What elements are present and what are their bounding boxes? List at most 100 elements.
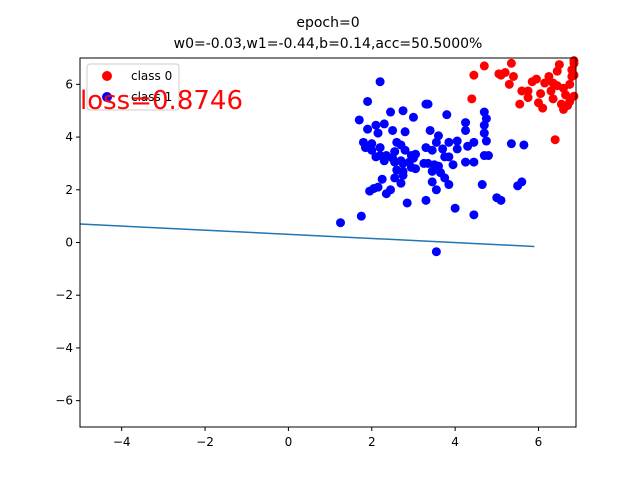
scatter-point-class-1: [444, 137, 454, 147]
scatter-point-class-1: [371, 152, 381, 162]
x-tick-label: 6: [535, 435, 543, 449]
y-tick-label: 0: [65, 236, 73, 250]
scatter-point-class-1: [396, 178, 406, 188]
y-tick-label: −4: [55, 341, 73, 355]
scatter-point-class-1: [381, 189, 391, 199]
scatter-point-class-1: [386, 107, 396, 117]
y-tick-label: −2: [55, 288, 73, 302]
plot-area: [79, 56, 579, 257]
loss-annotation: loss=0.8746: [80, 86, 243, 116]
scatter-point-class-1: [479, 128, 489, 138]
scatter-point-class-1: [400, 127, 410, 137]
scatter-point-class-1: [411, 164, 421, 174]
scatter-point-class-1: [358, 137, 368, 147]
scatter-point-class-0: [569, 91, 579, 101]
scatter-point-class-1: [469, 137, 479, 147]
scatter-point-class-1: [419, 158, 429, 168]
legend-marker-class-1: [102, 92, 112, 102]
scatter-point-class-0: [517, 86, 527, 96]
scatter-point-class-0: [569, 70, 579, 80]
scatter-point-class-1: [469, 157, 479, 167]
scatter-point-class-1: [440, 173, 450, 183]
scatter-point-class-1: [461, 118, 471, 128]
scatter-point-class-1: [388, 125, 398, 135]
scatter-point-class-0: [523, 93, 533, 103]
scatter-point-class-0: [515, 99, 525, 109]
scatter-point-class-0: [506, 58, 516, 68]
scatter-point-class-1: [427, 166, 437, 176]
scatter-point-class-1: [400, 145, 410, 155]
scatter-point-class-1: [461, 157, 471, 167]
x-axis: −4 −2 0 2 4 6: [113, 427, 542, 449]
scatter-point-class-1: [483, 151, 493, 161]
decision-boundary-line: [79, 223, 535, 248]
scatter-point-class-0: [569, 58, 579, 68]
scatter-point-class-1: [421, 195, 431, 205]
scatter-point-class-1: [375, 143, 385, 153]
scatter-point-class-0: [479, 61, 489, 71]
scatter-point-class-1: [375, 77, 385, 87]
scatter-point-class-1: [408, 112, 418, 122]
scatter-point-class-0: [469, 70, 479, 80]
scatter-point-class-1: [461, 125, 471, 135]
scatter-point-class-0: [536, 89, 546, 99]
scatter-point-class-1: [481, 136, 491, 146]
scatter-point-class-1: [398, 170, 408, 180]
scatter-point-class-1: [452, 136, 462, 146]
legend-marker-class-0: [102, 71, 112, 81]
chart-title: epoch=0: [296, 15, 359, 31]
scatter-point-class-1: [421, 143, 431, 153]
scatter-point-class-1: [479, 120, 489, 130]
scatter-point-class-0: [550, 135, 560, 145]
scatter-point-class-1: [373, 128, 383, 138]
scatter-point-class-0: [531, 74, 541, 84]
scatter-point-class-1: [452, 144, 462, 154]
y-tick-label: 6: [65, 77, 73, 91]
scatter-point-class-1: [392, 165, 402, 175]
scatter-point-class-1: [506, 139, 516, 149]
y-tick-label: 2: [65, 183, 73, 197]
scatter-point-class-1: [427, 177, 437, 187]
scatter-point-class-0: [548, 94, 558, 104]
scatter-point-class-1: [425, 125, 435, 135]
scatter-point-class-1: [450, 203, 460, 213]
scatter-point-class-1: [402, 198, 412, 208]
y-tick-label: −6: [55, 394, 73, 408]
scatter-point-class-0: [544, 71, 554, 81]
scatter-point-class-0: [538, 103, 548, 113]
scatter-point-class-1: [444, 180, 454, 190]
scatter-point-class-1: [496, 195, 506, 205]
scatter-point-class-0: [546, 86, 556, 96]
x-tick-label: −4: [113, 435, 131, 449]
scatter-point-class-1: [363, 96, 373, 106]
scatter-point-class-1: [390, 147, 400, 157]
scatter-point-class-1: [438, 144, 448, 154]
scatter-point-class-0: [467, 94, 477, 104]
x-tick-label: −2: [196, 435, 214, 449]
scatter-point-class-1: [442, 110, 452, 120]
scatter-point-class-0: [500, 67, 510, 77]
scatter-point-class-1: [336, 218, 346, 228]
scatter-point-class-1: [363, 124, 373, 134]
scatter-point-class-1: [377, 174, 387, 184]
legend-label-class-1: class 1: [131, 90, 172, 104]
chart-subtitle: w0=-0.03,w1=-0.44,b=0.14,acc=50.5000%: [174, 36, 483, 52]
scatter-point-class-0: [540, 78, 550, 88]
scatter-point-class-1: [431, 137, 441, 147]
scatter-point-class-0: [554, 60, 564, 70]
plot-frame: [79, 57, 577, 428]
scatter-point-class-1: [519, 140, 529, 150]
scatter-point-class-1: [354, 115, 364, 125]
scatter-point-class-1: [367, 139, 377, 149]
legend-label-class-0: class 0: [131, 69, 172, 83]
scatter-point-class-1: [469, 210, 479, 220]
scatter-point-class-1: [477, 180, 487, 190]
scatter-point-class-0: [523, 86, 533, 96]
scatter-point-class-1: [356, 211, 366, 221]
scatter-point-class-1: [423, 99, 433, 109]
scatter-point-class-1: [517, 177, 527, 187]
x-tick-label: 4: [451, 435, 459, 449]
scatter-point-class-1: [408, 153, 418, 163]
scatter-point-class-1: [448, 160, 458, 170]
